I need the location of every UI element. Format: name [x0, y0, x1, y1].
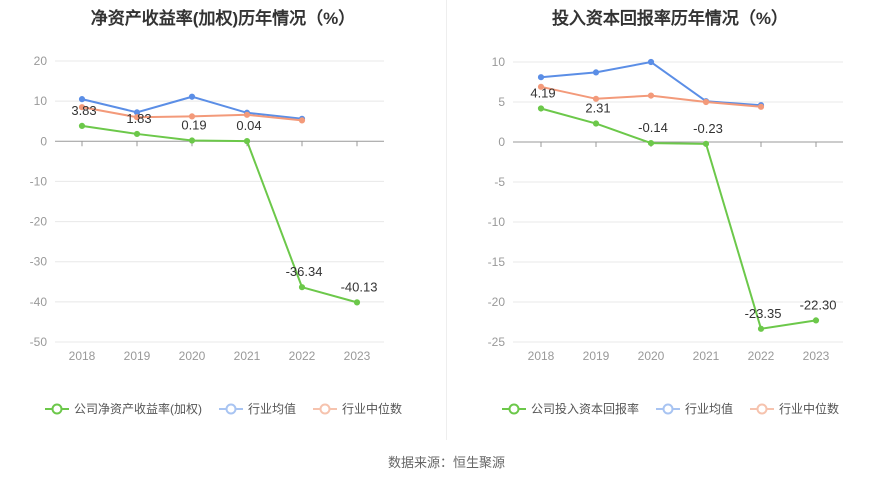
- data-point-industry_median: [298, 117, 306, 124]
- data-point-company: [812, 317, 820, 324]
- x-tick-label: 2018: [528, 349, 555, 363]
- x-tick-label: 2018: [69, 349, 96, 363]
- legend-swatch-industry-avg: [655, 403, 680, 414]
- roe-chart-svg: 20 10 0 -10 -20 -30 -40 -50 2018 2019 2020 2021 2022…: [30, 54, 384, 363]
- y-tick-label: -20: [488, 295, 506, 309]
- data-point-company: [298, 284, 306, 291]
- legend-label-company: 公司投入资本回报率: [530, 402, 639, 416]
- legend-swatch-company: [501, 403, 526, 414]
- roic-chart-legend: 公司投入资本回报率 行业均值 行业中位数: [447, 400, 893, 417]
- roic-chart-svg: 10 5 0 -5 -10 -15 -20 -25 2018 2019 2020 2021 2022 20…: [488, 55, 843, 363]
- y-tick-label: 0: [498, 135, 505, 149]
- data-label: -36.34: [286, 264, 323, 279]
- data-label: 2.31: [585, 101, 610, 116]
- data-label: 1.83: [126, 111, 151, 126]
- y-tick-label: -25: [488, 335, 506, 349]
- y-tick-label: -10: [488, 215, 506, 229]
- data-point-industry_median: [243, 111, 251, 118]
- data-point-company: [537, 105, 545, 112]
- data-point-industry_median: [537, 83, 545, 90]
- legend-item-company[interactable]: 公司净资产收益率(加权): [44, 400, 202, 417]
- data-label: 3.83: [71, 103, 96, 118]
- legend-item-industry-median[interactable]: 行业中位数: [312, 400, 402, 417]
- chart-title: 净资产收益率(加权)历年情况（%）: [90, 9, 356, 28]
- data-point-company: [188, 137, 196, 144]
- legend-swatch-industry-median: [750, 403, 774, 414]
- legend-label-industry-median: 行业中位数: [779, 402, 840, 416]
- y-tick-label: 5: [498, 95, 505, 109]
- data-point-industry_median: [757, 103, 765, 110]
- y-tick-label: 10: [492, 55, 506, 69]
- series-line-company: [81, 124, 358, 304]
- data-point-industry_avg: [647, 58, 655, 66]
- data-point-industry_median: [188, 113, 196, 120]
- data-point-industry_avg: [188, 93, 196, 100]
- x-tick-label: 2022: [748, 349, 775, 363]
- y-tick-label: 10: [34, 94, 48, 108]
- data-point-industry_median: [647, 92, 655, 99]
- y-tick-label: 0: [40, 134, 47, 148]
- x-tick-label: 2020: [638, 349, 665, 363]
- y-tick-label: 20: [34, 54, 48, 68]
- roic-chart-panel: 投入资本回报率历年情况（%） 10 5 0 -5 -10 -15 -20 -25 2018 201…: [447, 0, 893, 440]
- x-tick-label: 2021: [234, 349, 261, 363]
- data-label: -22.30: [800, 297, 837, 312]
- x-tick-label: 2019: [124, 349, 151, 363]
- legend-item-industry-avg[interactable]: 行业均值: [655, 400, 733, 417]
- data-point-industry_median: [78, 104, 86, 111]
- legend-label-industry-median: 行业中位数: [342, 402, 403, 416]
- x-tick-label: 2019: [583, 349, 610, 363]
- legend-item-company[interactable]: 公司投入资本回报率: [501, 400, 639, 417]
- data-label: -0.14: [638, 120, 668, 135]
- data-label: -40.13: [341, 279, 378, 294]
- data-point-company: [647, 140, 655, 147]
- legend-swatch-industry-median: [313, 403, 337, 414]
- y-tick-label: -15: [488, 255, 506, 269]
- chart-title: 投入资本回报率历年情况（%）: [551, 9, 789, 28]
- y-tick-label: -30: [30, 255, 48, 269]
- data-label: -0.23: [693, 121, 723, 136]
- legend-label-industry-avg: 行业均值: [684, 402, 733, 416]
- data-point-industry_avg: [78, 96, 86, 103]
- legend-item-industry-median[interactable]: 行业中位数: [749, 400, 839, 417]
- y-tick-label: -5: [494, 175, 505, 189]
- y-tick-label: -50: [30, 335, 48, 349]
- x-tick-label: 2020: [179, 349, 206, 363]
- data-label: -23.35: [745, 306, 782, 321]
- data-point-company: [243, 138, 251, 145]
- data-point-industry_avg: [592, 69, 600, 76]
- data-point-company: [757, 325, 765, 332]
- data-point-company: [353, 299, 361, 306]
- y-tick-label: -20: [30, 215, 48, 229]
- data-label: 0.19: [181, 118, 206, 133]
- panel-divider: [446, 0, 447, 440]
- data-point-company: [78, 122, 86, 130]
- data-point-industry_median: [133, 114, 141, 121]
- data-point-industry_median: [702, 98, 710, 106]
- roe-chart-legend: 公司净资产收益率(加权) 行业均值 行业中位数: [0, 400, 446, 417]
- y-tick-label: -40: [30, 295, 48, 309]
- data-point-company: [702, 140, 710, 147]
- data-label: 0.04: [236, 118, 261, 133]
- legend-swatch-company: [44, 403, 69, 414]
- legend-label-industry-avg: 行业均值: [247, 402, 296, 416]
- series-line-company: [540, 107, 817, 330]
- y-tick-label: -10: [30, 174, 48, 188]
- data-point-industry_avg: [537, 74, 545, 81]
- data-point-industry_median: [592, 95, 600, 102]
- roe-chart-panel: 净资产收益率(加权)历年情况（%） 20 10 0 -10 -20 -30 -40 -50 20…: [0, 0, 446, 440]
- legend-swatch-industry-avg: [218, 403, 243, 414]
- data-point-company: [133, 130, 141, 138]
- x-tick-label: 2023: [344, 349, 371, 363]
- legend-item-industry-avg[interactable]: 行业均值: [218, 400, 296, 417]
- series-line-industry_avg: [540, 60, 762, 107]
- x-tick-label: 2023: [803, 349, 830, 363]
- data-point-company: [592, 120, 600, 127]
- data-source: 数据来源：恒生聚源: [387, 455, 505, 470]
- x-tick-label: 2022: [289, 349, 316, 363]
- legend-label-company: 公司净资产收益率(加权): [73, 402, 202, 416]
- data-label: 4.19: [530, 85, 555, 100]
- x-tick-label: 2021: [693, 349, 720, 363]
